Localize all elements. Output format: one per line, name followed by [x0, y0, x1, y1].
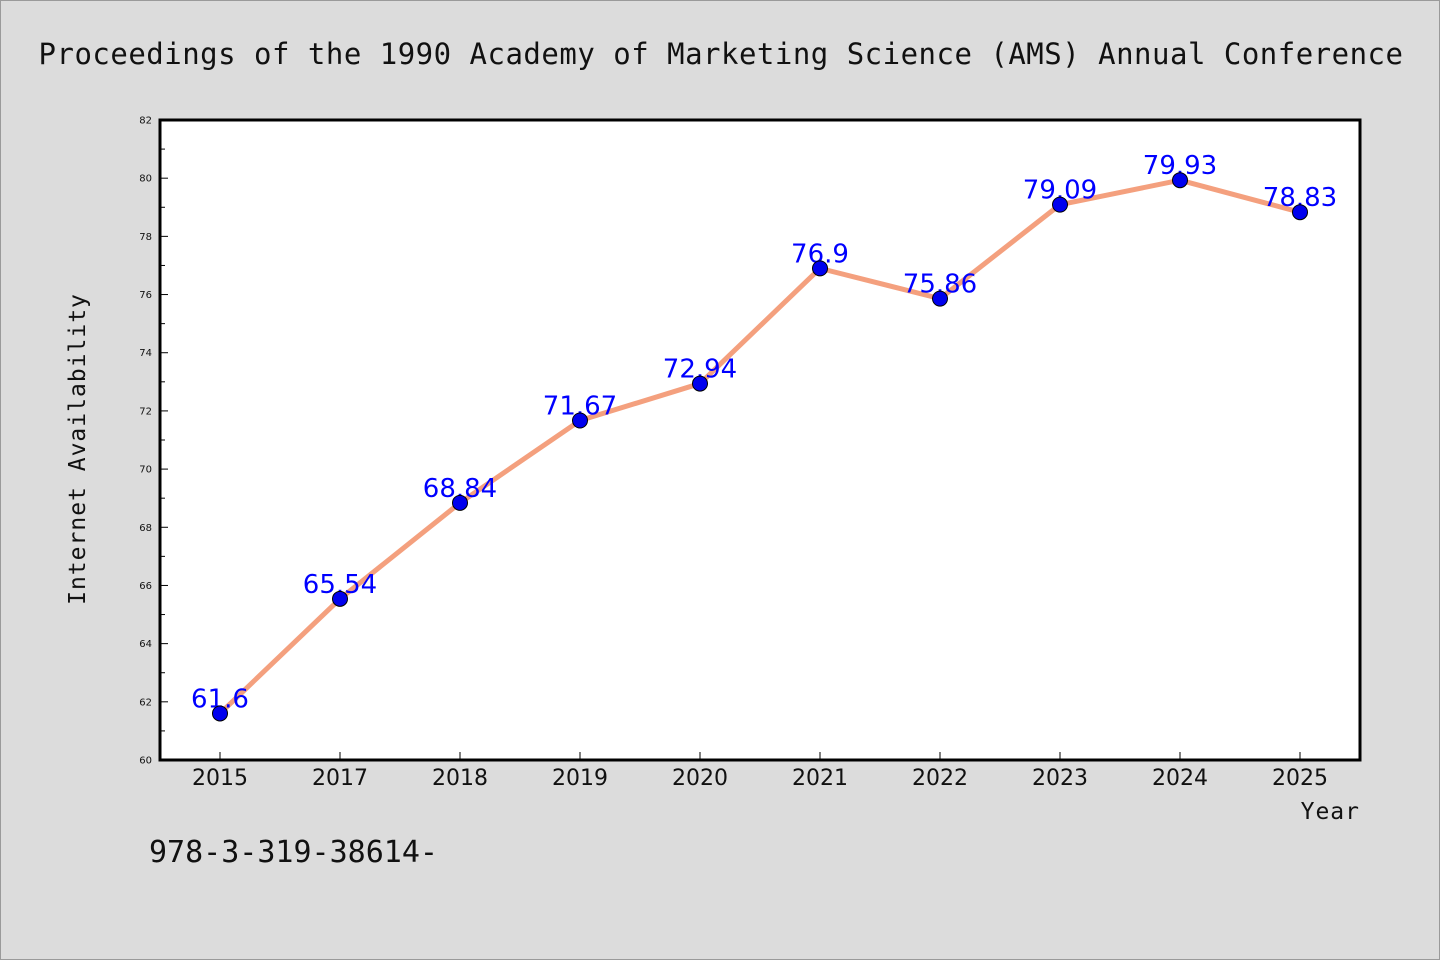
data-point — [692, 375, 708, 392]
data-point — [812, 260, 828, 277]
y-tick-label: 82 — [139, 116, 152, 127]
plot-area — [160, 120, 1360, 760]
data-point — [452, 494, 468, 511]
chart-title: Proceedings of the 1990 Academy of Marke… — [38, 37, 1404, 71]
y-tick-label: 78 — [139, 232, 152, 243]
series-line — [217, 177, 1303, 716]
x-axis-title: Year — [1301, 799, 1360, 825]
isbn-footer: 978-3-319-38614- — [149, 835, 438, 870]
data-point — [572, 412, 588, 429]
y-tick-label: 74 — [139, 348, 152, 359]
x-tick-label: 2024 — [1152, 766, 1208, 791]
x-tick-label: 2020 — [672, 766, 728, 791]
y-tick-label: 60 — [139, 756, 152, 767]
data-point — [932, 290, 948, 307]
y-tick-label: 72 — [139, 406, 152, 417]
data-point — [332, 590, 348, 607]
plot-border — [158, 118, 1362, 762]
x-tick-label: 2017 — [312, 766, 368, 791]
x-tick-label: 2019 — [552, 766, 608, 791]
data-point — [1172, 172, 1188, 189]
data-point — [1052, 196, 1068, 213]
y-axis-title: Internet Availability — [65, 293, 91, 605]
y-tick-label: 80 — [139, 174, 152, 185]
data-point — [212, 705, 228, 722]
x-tick-label: 2022 — [912, 766, 968, 791]
y-tick-label: 76 — [139, 290, 152, 301]
x-tick-label: 2018 — [432, 766, 488, 791]
x-tick-label: 2015 — [192, 766, 248, 791]
y-tick-label: 66 — [139, 581, 152, 592]
x-tick-label: 2021 — [792, 766, 848, 791]
x-tick-label: 2025 — [1272, 766, 1328, 791]
y-tick-label: 64 — [139, 639, 152, 650]
y-tick-label: 70 — [139, 465, 152, 476]
data-point — [1292, 204, 1308, 221]
y-tick-label: 62 — [139, 697, 152, 708]
x-tick-label: 2023 — [1032, 766, 1088, 791]
y-tick-label: 68 — [139, 523, 152, 534]
